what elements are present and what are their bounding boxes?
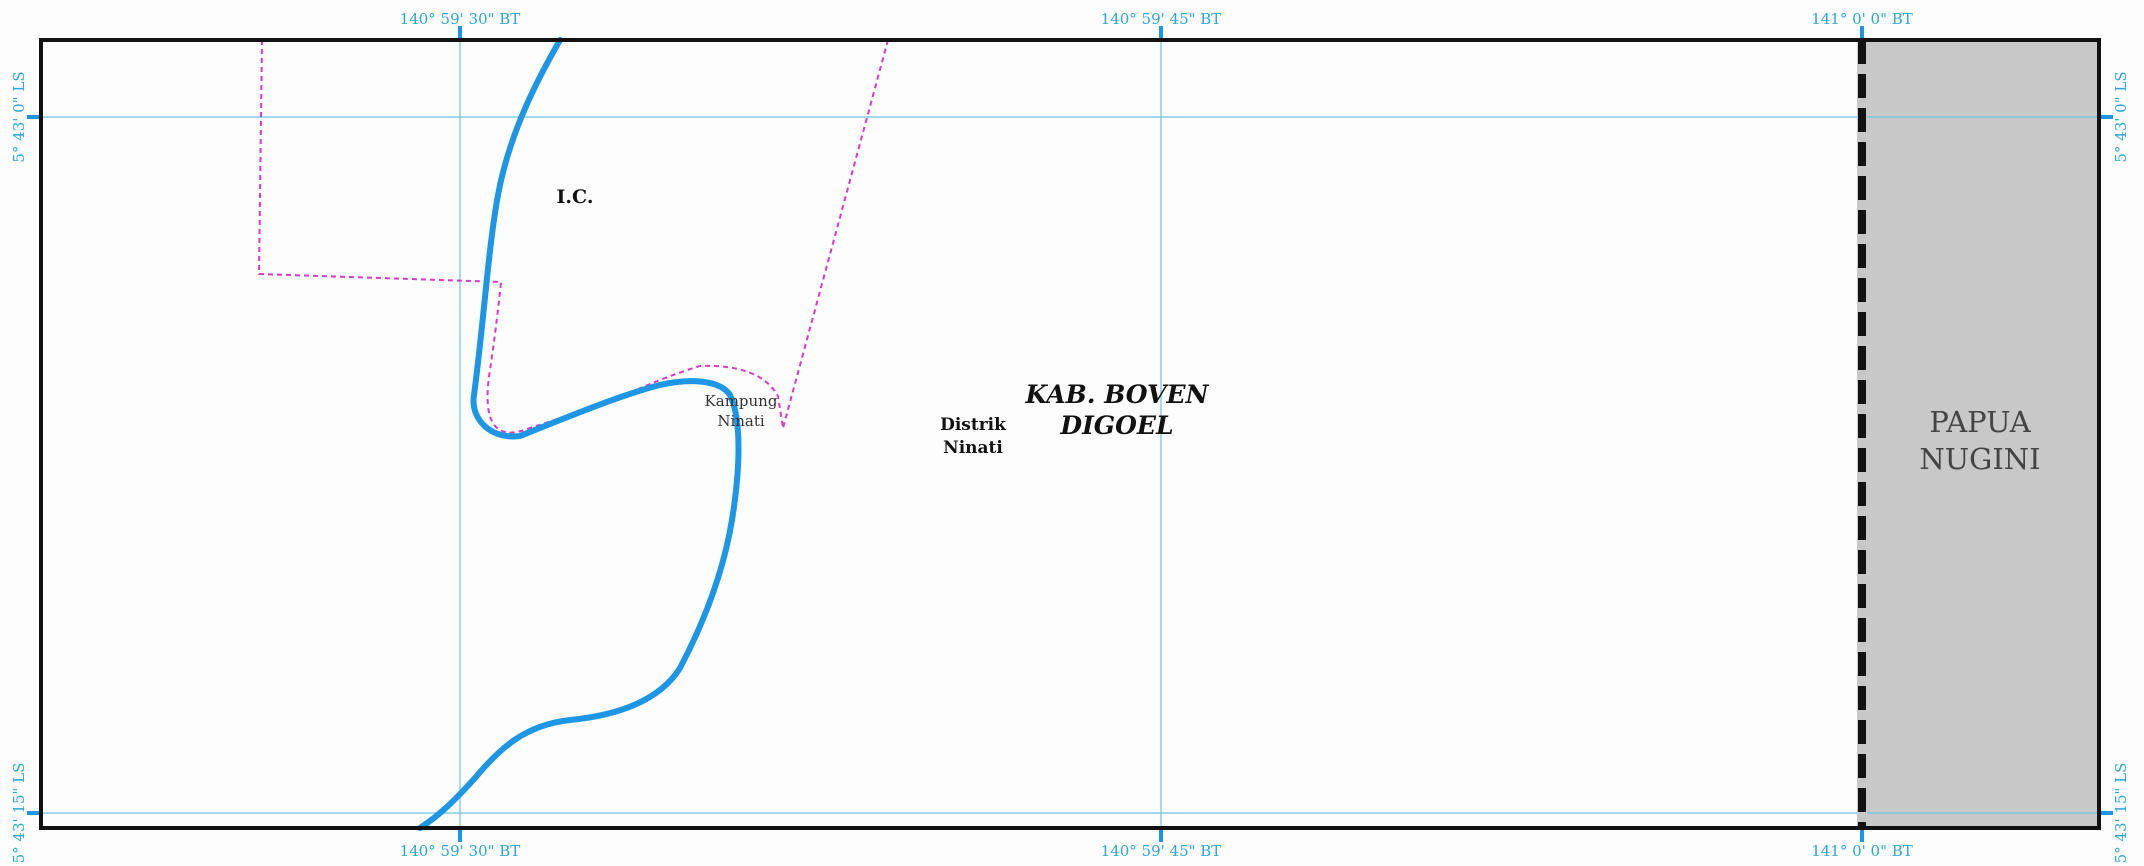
- map-area: [41, 40, 2099, 828]
- coord-label-bottom-lon-a: 140° 59' 30" BT: [400, 842, 521, 860]
- label-kab-line2: DIGOEL: [1059, 411, 1173, 440]
- coord-label-bottom-lon-c: 141° 0' 0" BT: [1811, 842, 1913, 860]
- label-distrik-line1: Distrik: [940, 415, 1007, 435]
- label-distrik-line2: Ninati: [943, 438, 1003, 458]
- map-frame: [39, 38, 2101, 830]
- label-kampung-line1: Kampung: [705, 392, 778, 410]
- label-country-line2: NUGINI: [1919, 442, 2040, 476]
- frame-ticks: [27, 26, 2113, 842]
- coord-label-top-lon-c: 141° 0' 0" BT: [1811, 10, 1913, 28]
- label-ic: I.C.: [557, 186, 594, 208]
- coord-label-right-lat-top: 5° 43' 0" LS: [2112, 71, 2130, 162]
- label-country-line1: PAPUA: [1929, 405, 2031, 439]
- coord-label-bottom-lon-b: 140° 59' 45" BT: [1101, 842, 1222, 860]
- papua-nugini-area: [1862, 40, 2099, 828]
- coord-label-left-lat-top: 5° 43' 0" LS: [10, 71, 28, 162]
- label-kab-line1: KAB. BOVEN: [1025, 380, 1210, 409]
- coord-label-left-lat-bottom: 5° 43' 15" LS: [10, 763, 28, 864]
- coord-label-right-lat-bottom: 5° 43' 15" LS: [2112, 763, 2130, 864]
- river: [417, 37, 742, 831]
- district-boundary-west: [257, 39, 784, 434]
- district-boundary-east: [782, 39, 889, 429]
- label-kampung-line2: Ninati: [717, 412, 765, 430]
- coord-label-top-lon-a: 140° 59' 30" BT: [400, 10, 521, 28]
- coord-label-top-lon-b: 140° 59' 45" BT: [1101, 10, 1222, 28]
